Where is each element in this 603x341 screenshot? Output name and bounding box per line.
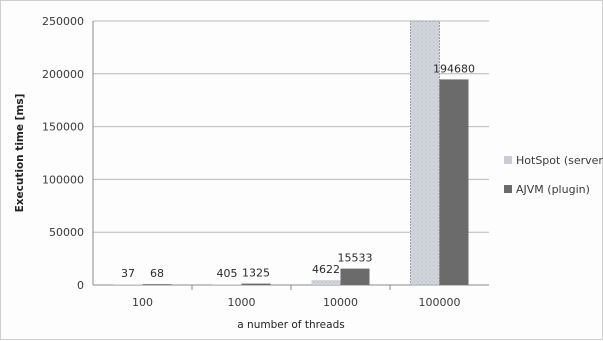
y-tick-label: 250000	[42, 15, 84, 28]
bar-ajvm	[142, 284, 172, 285]
y-tick-label: 100000	[42, 173, 84, 186]
data-label-ajvm: 68	[150, 267, 164, 280]
data-label-ajvm: 1325	[242, 267, 270, 280]
data-label-ajvm: 15533	[338, 252, 373, 265]
legend-label-hotspot: HotSpot (server)	[516, 154, 603, 167]
y-tick-labels: 0 50000 100000 150000 200000 250000	[42, 15, 84, 292]
y-tick-label: 0	[77, 279, 84, 292]
x-tick-labels: 100 1000 10000 100000	[132, 285, 461, 309]
bar-hotspot	[113, 284, 143, 285]
bar-ajvm	[241, 283, 271, 285]
y-axis-title: Execution time [ms]	[14, 94, 26, 213]
y-tick-label: 50000	[49, 226, 84, 239]
y-tick-label: 200000	[42, 68, 84, 81]
x-axis-title: a number of threads	[237, 319, 344, 331]
y-tick-label: 150000	[42, 121, 84, 134]
x-tick-label: 10000	[323, 296, 358, 309]
data-label-ajvm: 194680	[433, 62, 475, 75]
x-tick-label: 100000	[419, 296, 461, 309]
legend-swatch-hotspot	[504, 156, 512, 164]
bars	[113, 20, 469, 286]
x-tick-label: 100	[132, 296, 153, 309]
x-tick-label: 1000	[228, 296, 256, 309]
data-label-hotspot: 405	[217, 267, 238, 280]
bar-hotspot	[212, 284, 242, 285]
bar-hotspot	[410, 20, 440, 286]
bar-hotspot	[311, 280, 341, 285]
bar-ajvm	[340, 268, 370, 285]
bar-ajvm	[439, 79, 469, 285]
data-label-hotspot: 37	[121, 267, 135, 280]
data-label-hotspot: 4622	[312, 263, 340, 276]
legend: HotSpot (server) AJVM (plugin)	[504, 154, 603, 196]
legend-swatch-ajvm	[504, 185, 512, 193]
legend-label-ajvm: AJVM (plugin)	[516, 183, 590, 196]
